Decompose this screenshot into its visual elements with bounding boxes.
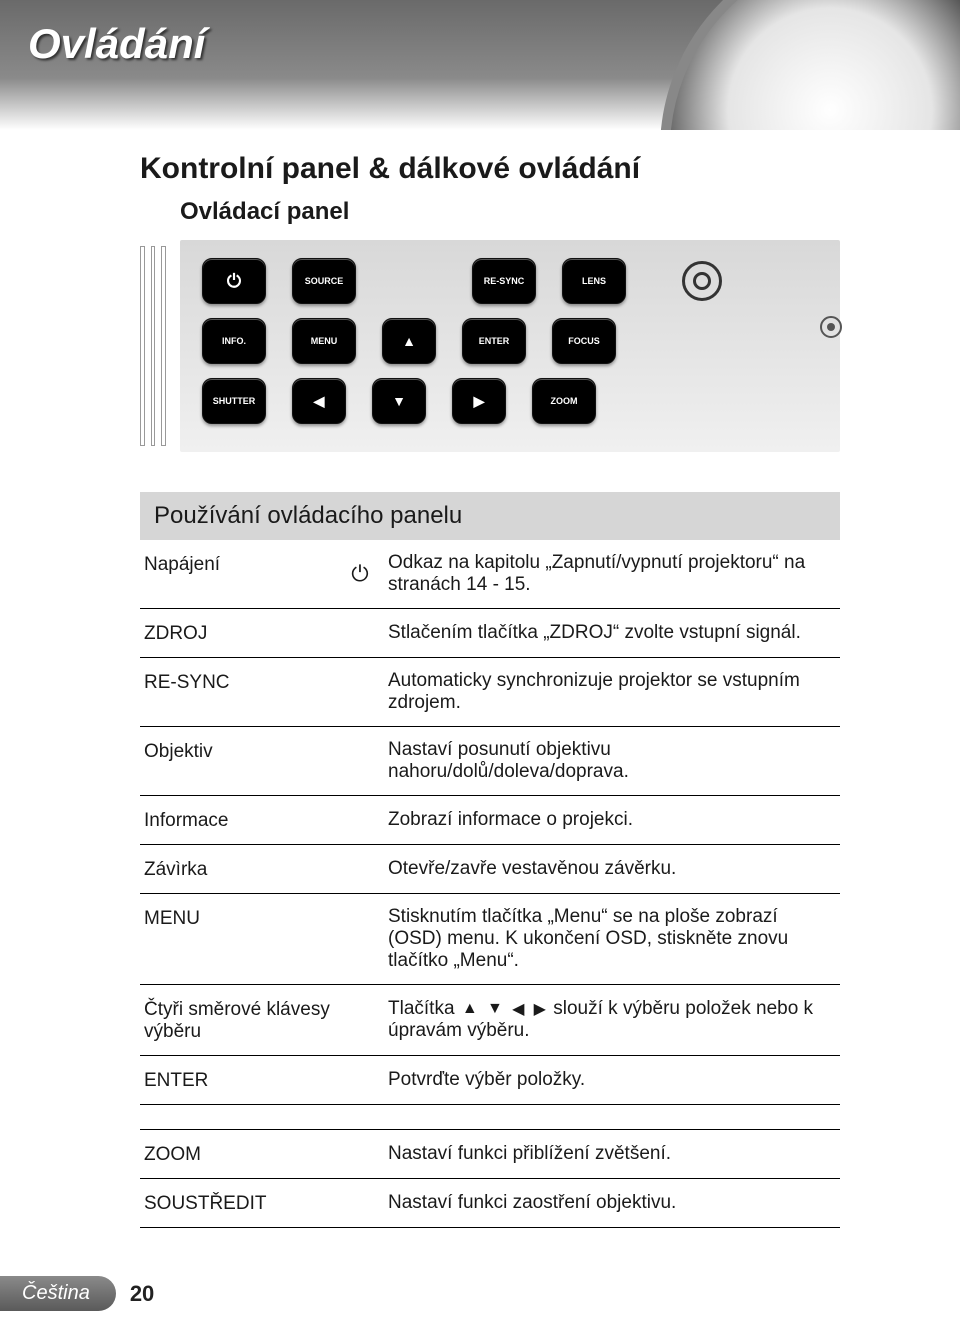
left-button[interactable]: ◀ <box>292 378 346 424</box>
table-row: ZOOMNastaví funkci přiblížení zvětšení. <box>140 1130 840 1179</box>
table-row: ZávìrkaOtevře/zavře vestavěnou závěrku. <box>140 845 840 894</box>
enter-button[interactable]: ENTER <box>462 318 526 364</box>
subsection-title: Ovládací panel <box>180 198 840 226</box>
focus-button[interactable]: FOCUS <box>552 318 616 364</box>
right-button[interactable]: ▶ <box>452 378 506 424</box>
panel-row-3: SHUTTER ◀ ▼ ▶ ZOOM <box>202 378 818 424</box>
left-icon: ◀ <box>314 393 325 410</box>
panel-row-1: ⏻ SOURCE RE-SYNC LENS <box>202 258 818 304</box>
ir-ring-icon <box>682 261 722 301</box>
content: Kontrolní panel & dálkové ovládání Ovlád… <box>0 152 960 1228</box>
page-footer: Čeština 20 <box>0 1276 960 1329</box>
up-icon: ▲ <box>402 333 416 349</box>
shutter-button[interactable]: SHUTTER <box>202 378 266 424</box>
down-icon: ▼ <box>392 393 406 409</box>
table-row: SOUSTŘEDITNastaví funkci zaostření objek… <box>140 1179 840 1228</box>
fn-icon-cell: ⏻ <box>340 540 384 609</box>
table-row: RE-SYNCAutomaticky synchronizuje projekt… <box>140 658 840 727</box>
source-button[interactable]: SOURCE <box>292 258 356 304</box>
power-icon: ⏻ <box>351 561 368 587</box>
table-row: ENTERPotvrďte výběr položky. <box>140 1056 840 1105</box>
right-icon: ▶ <box>534 999 546 1019</box>
table-row: ObjektivNastaví posunutí objektivu nahor… <box>140 727 840 796</box>
fn-desc: Odkaz na kapitolu „Zapnutí/vypnutí proje… <box>384 540 840 609</box>
panel-side-bars <box>140 246 166 446</box>
section-title: Kontrolní panel & dálkové ovládání <box>140 152 840 186</box>
table-row: MENUStisknutím tlačítka „Menu“ se na plo… <box>140 894 840 985</box>
down-icon: ▼ <box>487 1000 503 1018</box>
lens-graphic <box>660 0 960 130</box>
panel-row-2: INFO. MENU ▲ ENTER FOCUS <box>202 318 818 364</box>
small-ring-icon <box>820 316 842 338</box>
left-icon: ◀ <box>512 999 524 1019</box>
functions-table: Napájení ⏻ Odkaz na kapitolu „Zapnutí/vy… <box>140 540 840 1228</box>
table-row: ZDROJStlačením tlačítka „ZDROJ“ zvolte v… <box>140 609 840 658</box>
up-button[interactable]: ▲ <box>382 318 436 364</box>
resync-button[interactable]: RE-SYNC <box>472 258 536 304</box>
lens-button[interactable]: LENS <box>562 258 626 304</box>
fn-label: Napájení <box>140 540 340 609</box>
table-row: Napájení ⏻ Odkaz na kapitolu „Zapnutí/vy… <box>140 540 840 609</box>
table-heading: Používání ovládacího panelu <box>140 492 840 540</box>
down-button[interactable]: ▼ <box>372 378 426 424</box>
power-icon: ⏻ <box>227 271 241 292</box>
menu-button[interactable]: MENU <box>292 318 356 364</box>
page-number: 20 <box>130 1281 154 1307</box>
fn-desc-arrows: Tlačítka ▲ ▼ ◀ ▶ slouží k výběru položek… <box>384 985 840 1056</box>
right-icon: ▶ <box>474 393 485 410</box>
up-icon: ▲ <box>462 1000 478 1018</box>
table-row: InformaceZobrazí informace o projekci. <box>140 796 840 845</box>
power-button[interactable]: ⏻ <box>202 258 266 304</box>
zoom-button[interactable]: ZOOM <box>532 378 596 424</box>
table-row: Čtyři směrové klávesy výběru Tlačítka ▲ … <box>140 985 840 1056</box>
page-title: Ovládání <box>28 20 205 68</box>
language-tab: Čeština <box>0 1276 116 1311</box>
info-button[interactable]: INFO. <box>202 318 266 364</box>
page-header: Ovládání <box>0 0 960 130</box>
control-panel-diagram: ⏻ SOURCE RE-SYNC LENS INFO. MENU ▲ ENTER… <box>180 240 840 452</box>
